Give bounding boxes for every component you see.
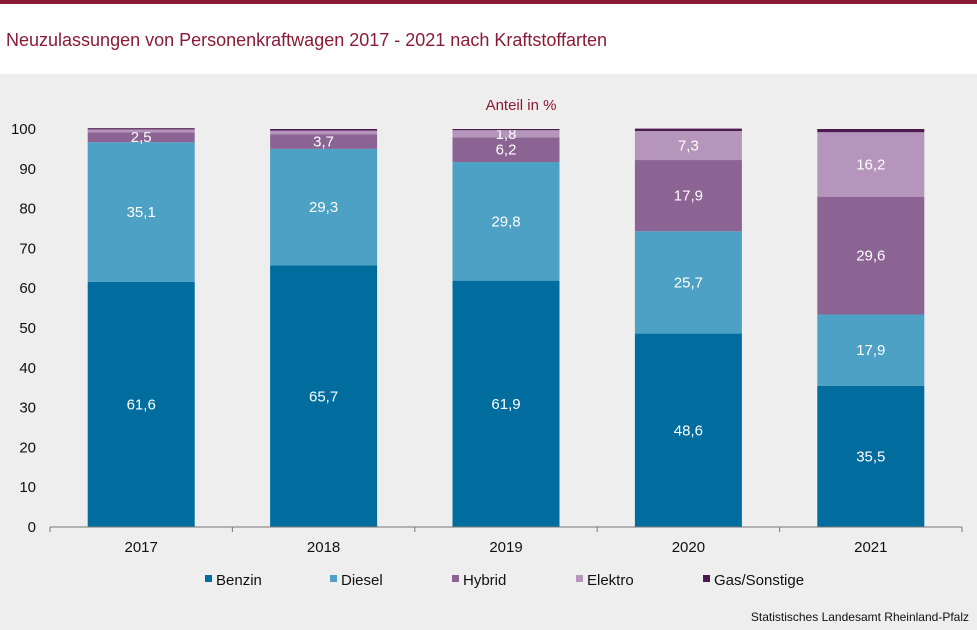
data-label: 35,1 — [127, 204, 156, 221]
legend-swatch-benzin — [205, 575, 212, 582]
legend-label: Elektro — [587, 572, 634, 589]
bar-segment-elektro-2018 — [270, 130, 378, 135]
bar-segment-gas-sonstige-2021 — [817, 129, 925, 133]
stacked-bar-chart: Anteil in % 0 10 20 30 40 50 60 70 80 90 100 61,6 35,… — [11, 97, 963, 589]
bar-segment-benzin-2018 — [270, 265, 378, 527]
data-label: 17,9 — [674, 188, 703, 205]
bar-segment-diesel-2020 — [634, 231, 742, 334]
y-tick-label: 90 — [19, 161, 36, 178]
bar-segment-benzin-2017 — [87, 281, 195, 527]
legend-swatch-gas-sonstige — [703, 575, 710, 582]
x-tick-label: 2017 — [125, 539, 158, 556]
data-label: 3,7 — [313, 134, 334, 151]
y-tick-label: 100 — [11, 121, 36, 138]
data-label: 6,2 — [496, 142, 517, 159]
bar-segment-hybrid-2021 — [817, 196, 925, 315]
y-tick-label: 40 — [19, 360, 36, 377]
bar-segment-gas-sonstige-2020 — [634, 128, 742, 131]
bar-segment-gas-sonstige-2019 — [452, 129, 560, 131]
chart-title: Neuzulassungen von Personenkraftwagen 20… — [6, 30, 608, 50]
data-label: 2,5 — [131, 129, 152, 146]
bar-segment-hybrid-2019 — [452, 137, 560, 163]
x-tick-label: 2021 — [854, 539, 887, 556]
y-tick-label: 60 — [19, 280, 36, 297]
x-tick-label: 2020 — [672, 539, 705, 556]
legend-label: Diesel — [341, 572, 383, 589]
legend-label: Benzin — [216, 572, 262, 589]
data-label: 35,5 — [856, 448, 885, 465]
bar-segment-gas-sonstige-2018 — [270, 129, 378, 131]
data-label: 29,3 — [309, 199, 338, 216]
data-label: 29,6 — [856, 248, 885, 265]
bar-segment-diesel-2017 — [87, 142, 195, 282]
bar-segment-diesel-2018 — [270, 148, 378, 266]
x-tick-label: 2018 — [307, 539, 340, 556]
legend-label: Hybrid — [463, 572, 506, 589]
bar-segment-elektro-2017 — [87, 129, 195, 133]
source-note: Statistisches Landesamt Rheinland-Pfalz — [750, 610, 969, 624]
data-label: 7,3 — [678, 138, 699, 155]
bar-segment-elektro-2021 — [817, 132, 925, 197]
unit-label: Anteil in % — [486, 97, 557, 114]
bar-segment-benzin-2020 — [634, 333, 742, 527]
bar-segment-elektro-2020 — [634, 130, 742, 161]
y-tick-label: 0 — [28, 519, 36, 536]
data-label: 1,8 — [496, 126, 517, 143]
y-tick-label: 80 — [19, 201, 36, 218]
bar-segment-benzin-2019 — [452, 280, 560, 527]
data-label: 65,7 — [309, 388, 338, 405]
chart-panel: Anteil in % 0 10 20 30 40 50 60 70 80 90 100 61,6 35,… — [0, 74, 977, 630]
bar-segment-diesel-2021 — [817, 314, 925, 386]
top-accent-bar — [0, 0, 977, 4]
bar-segment-elektro-2019 — [452, 130, 560, 138]
x-tick-label: 2019 — [489, 539, 522, 556]
legend-swatch-hybrid — [452, 575, 459, 582]
data-label: 48,6 — [674, 422, 703, 439]
y-tick-label: 50 — [19, 320, 36, 337]
data-label: 61,6 — [127, 396, 156, 413]
bar-segment-benzin-2021 — [817, 385, 925, 527]
bar-segment-hybrid-2017 — [87, 132, 195, 143]
y-tick-label: 30 — [19, 400, 36, 417]
legend-swatch-diesel — [330, 575, 337, 582]
data-label: 16,2 — [856, 156, 885, 173]
y-tick-label: 70 — [19, 240, 36, 257]
legend-swatch-elektro — [576, 575, 583, 582]
y-tick-label: 20 — [19, 439, 36, 456]
bar-segment-gas-sonstige-2017 — [87, 128, 195, 130]
data-label: 25,7 — [674, 274, 703, 291]
bar-segment-diesel-2019 — [452, 162, 560, 281]
bar-segment-hybrid-2018 — [270, 134, 378, 149]
data-label: 29,8 — [491, 213, 520, 230]
data-label: 17,9 — [856, 342, 885, 359]
bar-segment-hybrid-2020 — [634, 160, 742, 232]
data-label: 61,9 — [491, 396, 520, 413]
legend-label: Gas/Sonstige — [714, 572, 804, 589]
y-tick-label: 10 — [19, 479, 36, 496]
